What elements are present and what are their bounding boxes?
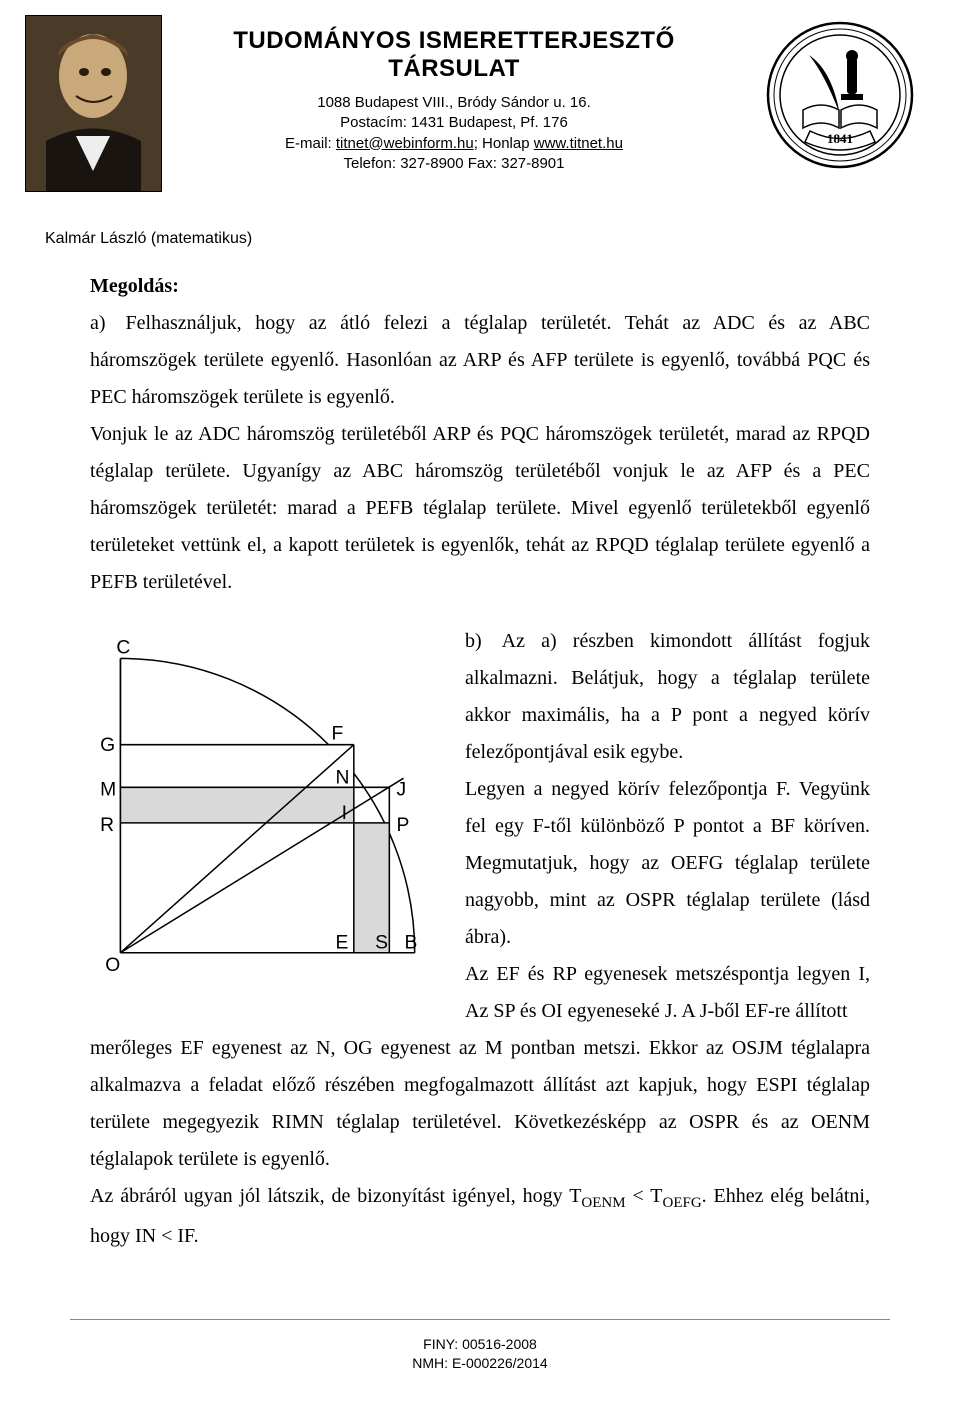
label-I: I — [342, 803, 347, 824]
para1a: Felhasználjuk, hogy az átló felezi a tég… — [90, 312, 870, 408]
label-E: E — [336, 933, 349, 954]
footer-rule — [70, 1319, 890, 1320]
para1b: Vonjuk le az ADC háromszög területéből A… — [90, 416, 870, 601]
portrait-silhouette-icon — [26, 16, 161, 191]
label-P: P — [396, 815, 409, 836]
part-b-prefix: b) — [465, 630, 482, 652]
body-content: Megoldás: a) Felhasználjuk, hogy az átló… — [90, 268, 870, 1255]
label-M: M — [100, 779, 116, 800]
footer: FINY: 00516-2008 NMH: E-000226/2014 — [0, 1335, 960, 1373]
b-last-mid: < T — [626, 1185, 663, 1207]
seal-logo: 1841 — [765, 20, 915, 170]
org-name: TUDOMÁNYOS ISMERETTERJESZTŐ TÁRSULAT — [193, 27, 715, 83]
part-a-prefix: a) — [90, 312, 106, 334]
b-para2-a: Legyen a negyed körív felezőpontja F. Ve… — [465, 771, 870, 956]
label-J: J — [396, 779, 406, 800]
b-last-sub2: OEFG — [662, 1195, 701, 1211]
address-line-1: 1088 Budapest VIII., Bródy Sándor u. 16. — [193, 93, 715, 113]
portrait-caption: Kalmár László (matematikus) — [45, 230, 915, 248]
footer-line-2: NMH: E-000226/2014 — [0, 1354, 960, 1373]
seal-year: 1841 — [827, 131, 853, 146]
two-column: C G F M N J R I P O E S B b) Az a) ré — [90, 623, 870, 1030]
geometry-figure: C G F M N J R I P O E S B — [90, 623, 435, 978]
part-b-intro: b) Az a) részben kimondott állítást fogj… — [465, 623, 870, 771]
footer-line-1: FINY: 00516-2008 — [0, 1335, 960, 1354]
address-line-2: Postacím: 1431 Budapest, Pf. 176 — [193, 113, 715, 133]
solution-title: Megoldás: — [90, 268, 870, 305]
solution-para-a: a) Felhasználjuk, hogy az átló felezi a … — [90, 305, 870, 416]
label-R: R — [100, 815, 114, 836]
part-b-right-column: b) Az a) részben kimondott állítást fogj… — [465, 623, 870, 1030]
label-N: N — [336, 767, 350, 788]
portrait-photo — [25, 15, 162, 192]
header-center: TUDOMÁNYOS ISMERETTERJESZTŐ TÁRSULAT 108… — [193, 25, 715, 174]
b-last-pre: Az ábráról ugyan jól látszik, de bizonyí… — [90, 1185, 581, 1207]
label-O: O — [105, 955, 120, 976]
email-link[interactable]: titnet@webinform.hu — [336, 135, 474, 152]
page: TUDOMÁNYOS ISMERETTERJESZTŐ TÁRSULAT 108… — [0, 0, 960, 1405]
phone-line: Telefon: 327-8900 Fax: 327-8901 — [193, 154, 715, 174]
b-last-sub1: OENM — [581, 1195, 625, 1211]
label-S: S — [375, 933, 388, 954]
web-prefix: ; Honlap — [474, 135, 534, 152]
web-link[interactable]: www.titnet.hu — [534, 135, 623, 152]
header: TUDOMÁNYOS ISMERETTERJESZTŐ TÁRSULAT 108… — [45, 25, 915, 205]
contact-line: E-mail: titnet@webinform.hu; Honlap www.… — [193, 134, 715, 154]
label-C: C — [116, 637, 130, 658]
b-intro-text: Az a) részben kimondott állítást fogjuk … — [465, 630, 870, 763]
b-below: merőleges EF egyenest az N, OG egyenest … — [90, 1030, 870, 1178]
label-F: F — [332, 724, 344, 745]
seal-icon: 1841 — [765, 20, 915, 170]
geometry-diagram-icon: C G F M N J R I P O E S B — [90, 623, 435, 978]
b-para2-b: Az EF és RP egyenesek metszéspontja legy… — [465, 956, 870, 1030]
label-B: B — [405, 933, 418, 954]
label-G: G — [100, 735, 115, 756]
email-prefix: E-mail: — [285, 135, 336, 152]
b-last: Az ábráról ugyan jól látszik, de bizonyí… — [90, 1178, 870, 1255]
